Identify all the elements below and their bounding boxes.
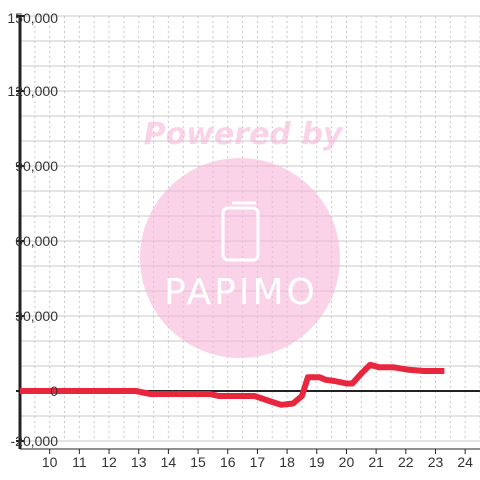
- x-tick-label: 17: [250, 454, 266, 470]
- x-tick-label: 12: [101, 454, 117, 470]
- x-tick-label: 22: [398, 454, 414, 470]
- x-tick-label: 11: [72, 454, 87, 470]
- x-tick-label: 13: [131, 454, 147, 470]
- label-layer: -20,000 0 30,000 60,000 90,000 120,000 150,000…: [7, 10, 473, 470]
- y-tick-label: 150,000: [7, 10, 58, 26]
- y-tick-label: 60,000: [15, 233, 58, 249]
- x-tick-label: 14: [161, 454, 177, 470]
- phone-icon: [221, 201, 260, 262]
- watermark: Powered by PAPIMO: [140, 117, 344, 358]
- y-tick-label: 30,000: [15, 308, 58, 324]
- x-tick-label: 18: [279, 454, 295, 470]
- watermark-text: Powered by: [144, 117, 344, 152]
- x-tick-label: 15: [190, 454, 206, 470]
- x-tick-label: 23: [428, 454, 444, 470]
- y-tick-label: -20,000: [11, 433, 59, 449]
- series-layer: [20, 361, 445, 408]
- y-tick-label: 120,000: [7, 83, 58, 99]
- y-tick-label: 90,000: [15, 158, 58, 174]
- x-tick-label: 24: [457, 454, 473, 470]
- x-tick-label: 20: [339, 454, 355, 470]
- x-tick-label: 21: [368, 454, 384, 470]
- x-tick-label: 19: [309, 454, 325, 470]
- grid-layer: [20, 15, 480, 442]
- series-line: [20, 361, 445, 408]
- x-tick-label: 10: [42, 454, 58, 470]
- watermark-circle: [140, 158, 340, 358]
- watermark-logo-text: PAPIMO: [164, 272, 318, 313]
- y-tick-label: 0: [50, 383, 58, 399]
- x-tick-label: 16: [220, 454, 236, 470]
